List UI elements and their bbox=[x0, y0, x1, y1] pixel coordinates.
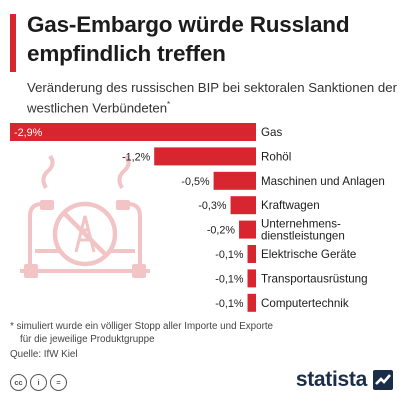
value-label: -0,1% bbox=[215, 273, 244, 285]
statista-logo-icon bbox=[373, 370, 393, 390]
value-label: -0,5% bbox=[181, 176, 210, 188]
bar bbox=[247, 245, 256, 263]
footnote-line-2: für die jeweilige Produktgruppe bbox=[20, 333, 155, 345]
category-label: Rohöl bbox=[261, 150, 291, 163]
subtitle-marker: * bbox=[167, 100, 171, 109]
value-label: -2,9% bbox=[14, 127, 43, 139]
bar bbox=[154, 147, 256, 166]
value-label: -0,3% bbox=[198, 200, 227, 212]
bar bbox=[247, 269, 256, 288]
value-label: -1,2% bbox=[122, 151, 151, 163]
subtitle-text: Veränderung des russischen BIP bei sekto… bbox=[27, 80, 397, 116]
bar bbox=[230, 196, 256, 215]
attribution-icon[interactable]: i bbox=[30, 374, 47, 391]
bar-chart: -2,9% Gas -1,2% Rohöl -0,5% Maschinen und Anl… bbox=[10, 123, 385, 312]
category-label: Maschinen und Anlagen bbox=[261, 175, 385, 188]
footnote-line-1: * simuliert wurde ein völliger Stopp all… bbox=[10, 321, 274, 332]
no-derivatives-icon[interactable]: = bbox=[50, 374, 67, 391]
category-label: Gas bbox=[261, 126, 282, 139]
statista-logo[interactable]: statista bbox=[296, 368, 393, 392]
footnote: * simuliert wurde ein völliger Stopp all… bbox=[10, 321, 400, 346]
creative-commons-icon[interactable]: cc bbox=[10, 374, 27, 391]
category-label: Elektrische Geräte bbox=[261, 248, 356, 261]
bar bbox=[247, 293, 256, 312]
value-label: -0,1% bbox=[215, 249, 244, 261]
value-label: -0,2% bbox=[207, 225, 236, 237]
bar bbox=[213, 171, 256, 190]
category-label: Kraftwagen bbox=[261, 199, 320, 212]
source-note: Quelle: IfW Kiel bbox=[10, 349, 78, 360]
bar bbox=[239, 220, 256, 239]
bar-series: -2,9% Gas -1,2% Rohöl -0,5% Maschinen und Anl… bbox=[10, 123, 385, 312]
chart-title: Gas-Embargo würde Russland empfindlich t… bbox=[27, 12, 350, 66]
category-label: Computertechnik bbox=[261, 297, 349, 310]
chart-subtitle: Veränderung des russischen BIP bei sekto… bbox=[27, 79, 399, 116]
brand-name: statista bbox=[295, 368, 367, 391]
bar bbox=[10, 123, 256, 141]
illustration-pipeline-icon bbox=[20, 154, 150, 278]
license-icons: cc i = bbox=[10, 374, 67, 391]
title-accent-bar bbox=[10, 14, 16, 72]
category-label: Unternehmens-dienstleistungen bbox=[261, 218, 345, 243]
category-label: Transportausrüstung bbox=[261, 272, 368, 285]
value-label: -0,1% bbox=[215, 298, 244, 310]
